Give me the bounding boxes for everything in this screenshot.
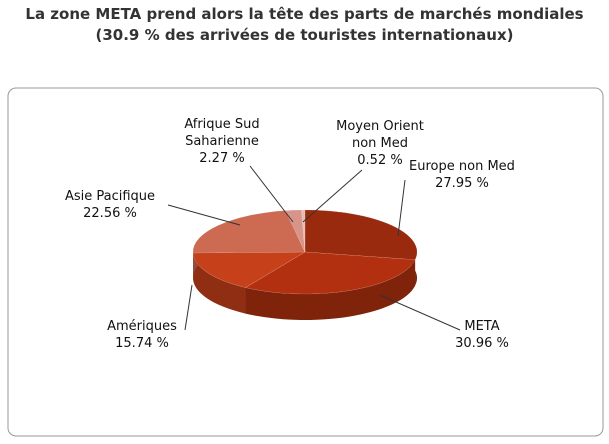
value-label: 22.56 % <box>83 206 137 221</box>
pie-slice <box>285 209 306 253</box>
data-label: META 30.96 % <box>402 318 562 352</box>
leader-lines <box>167 165 461 331</box>
data-label: Asie Pacifique 22.56 % <box>30 188 190 222</box>
data-label: Moyen Orient non Med 0.52 % <box>300 118 460 169</box>
leader-line <box>302 169 363 223</box>
data-label: Europe non Med 27.95 % <box>382 158 542 192</box>
category-label: Moyen Orient non Med <box>336 119 424 151</box>
category-label: META <box>464 319 500 334</box>
leader-line <box>167 204 241 226</box>
pie-slice-side <box>193 252 246 314</box>
pie-slice <box>304 209 418 261</box>
leader-line <box>184 284 193 331</box>
chart-title: La zone META prend alors la tête des par… <box>25 5 584 44</box>
category-label: Europe non Med <box>409 159 515 174</box>
leader-line <box>249 165 294 223</box>
data-label: Afrique Sud Saharienne 2.27 % <box>142 116 302 167</box>
data-label: Amériques 15.74 % <box>62 318 222 352</box>
value-label: 0.52 % <box>357 153 403 168</box>
value-label: 2.27 % <box>199 151 245 166</box>
category-label: Afrique Sud Saharienne <box>184 117 260 149</box>
leader-line <box>397 179 406 237</box>
leader-line <box>379 294 461 331</box>
pie-slice <box>192 251 306 288</box>
category-label: Asie Pacifique <box>64 189 156 204</box>
pie <box>192 209 418 320</box>
value-label: 30.96 % <box>455 336 509 351</box>
value-label: 15.74 % <box>115 336 169 351</box>
value-label: 27.95 % <box>435 176 489 191</box>
pie-slice <box>244 251 416 295</box>
category-label: Amériques <box>107 319 177 334</box>
pie-slice <box>192 210 306 254</box>
pie-slice-side <box>245 259 416 320</box>
